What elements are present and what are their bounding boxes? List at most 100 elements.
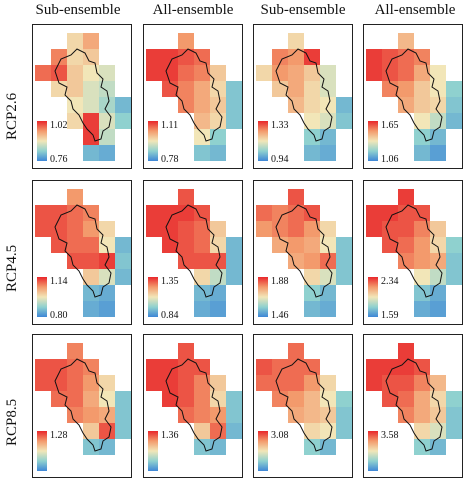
grid-cell <box>67 65 83 81</box>
grid-cell <box>210 423 226 439</box>
grid-cell <box>51 205 67 221</box>
grid-cell <box>382 375 398 391</box>
grid-cell <box>194 269 210 285</box>
colorbar <box>148 121 158 161</box>
grid-cell <box>35 375 51 391</box>
grid-cell <box>210 65 226 81</box>
grid-cell <box>194 97 210 113</box>
grid-cell <box>304 407 320 423</box>
grid-cell <box>414 237 430 253</box>
grid-cell <box>430 145 446 161</box>
grid-cell <box>99 269 115 285</box>
grid-cell <box>398 49 414 65</box>
grid-cell <box>288 375 304 391</box>
grid-cell <box>256 205 272 221</box>
grid-cell <box>430 113 446 129</box>
colorbar-max-label: 1.33 <box>271 120 289 131</box>
map-panel-r3-c1: 1.28 <box>32 334 132 478</box>
grid-cell <box>414 253 430 269</box>
grid-cell <box>446 391 462 407</box>
grid-cell <box>414 423 430 439</box>
grid-cell <box>398 33 414 49</box>
colorbar <box>148 431 158 471</box>
grid-cell <box>83 145 99 161</box>
grid-cell <box>430 391 446 407</box>
grid-cell <box>414 81 430 97</box>
grid-cell <box>226 97 242 113</box>
grid-cell <box>304 205 320 221</box>
grid-cell <box>288 33 304 49</box>
colorbar-min-label: 1.06 <box>381 154 399 165</box>
basin-outline <box>275 358 333 452</box>
grid-cell <box>288 391 304 407</box>
grid-cell <box>226 253 242 269</box>
grid-cell <box>162 221 178 237</box>
grid-cell <box>414 407 430 423</box>
heatmap-cells <box>146 33 242 161</box>
heatmap-cells <box>366 189 462 317</box>
grid-cell <box>336 113 352 129</box>
grid-cell <box>194 237 210 253</box>
heatmap-cells <box>366 33 462 161</box>
basin-outline <box>385 358 443 452</box>
grid-cell <box>210 301 226 317</box>
grid-cell <box>304 129 320 145</box>
grid-cell <box>194 113 210 129</box>
grid-cell <box>99 145 115 161</box>
grid-cell <box>35 205 51 221</box>
grid-cell <box>336 237 352 253</box>
grid-cell <box>320 145 336 161</box>
grid-cell <box>304 221 320 237</box>
colorbar-min-label: 0.76 <box>50 154 68 165</box>
grid-cell <box>51 359 67 375</box>
basin-outline <box>275 204 333 298</box>
heatmap-cells <box>35 189 131 317</box>
grid-cell <box>210 375 226 391</box>
grid-cell <box>446 407 462 423</box>
colorbar <box>258 121 268 161</box>
grid-cell <box>430 375 446 391</box>
grid-cell <box>83 375 99 391</box>
grid-cell <box>162 49 178 65</box>
grid-cell <box>336 391 352 407</box>
grid-cell <box>51 49 67 65</box>
basin-outline <box>165 358 223 452</box>
grid-cell <box>304 253 320 269</box>
grid-cell <box>83 49 99 65</box>
grid-cell <box>83 423 99 439</box>
grid-cell <box>414 205 430 221</box>
map-panel-r2-c4: 2.34 1.59 <box>363 180 463 325</box>
grid-cell <box>304 439 320 455</box>
grid-cell <box>51 375 67 391</box>
grid-cell <box>320 221 336 237</box>
grid-cell <box>83 359 99 375</box>
grid-cell <box>272 359 288 375</box>
grid-cell <box>304 97 320 113</box>
grid-cell <box>382 359 398 375</box>
grid-cell <box>162 205 178 221</box>
colorbar-max-label: 1.11 <box>161 120 179 131</box>
grid-cell <box>194 301 210 317</box>
grid-cell <box>210 113 226 129</box>
grid-cell <box>320 269 336 285</box>
grid-cell <box>194 129 210 145</box>
grid-cell <box>67 189 83 205</box>
map-panel-r1-c1: 1.02 0.76 <box>32 24 132 169</box>
grid-cell <box>288 237 304 253</box>
grid-cell <box>398 81 414 97</box>
grid-cell <box>366 205 382 221</box>
grid-cell <box>430 237 446 253</box>
grid-cell <box>226 237 242 253</box>
grid-cell <box>414 145 430 161</box>
map-panel-r3-c2: 1.36 <box>143 334 243 478</box>
basin-outline <box>385 204 443 298</box>
grid-cell <box>304 359 320 375</box>
grid-cell <box>83 237 99 253</box>
grid-cell <box>67 359 83 375</box>
grid-cell <box>398 237 414 253</box>
grid-cell <box>430 221 446 237</box>
grid-cell <box>430 65 446 81</box>
grid-cell <box>398 205 414 221</box>
grid-cell <box>320 375 336 391</box>
grid-cell <box>146 375 162 391</box>
